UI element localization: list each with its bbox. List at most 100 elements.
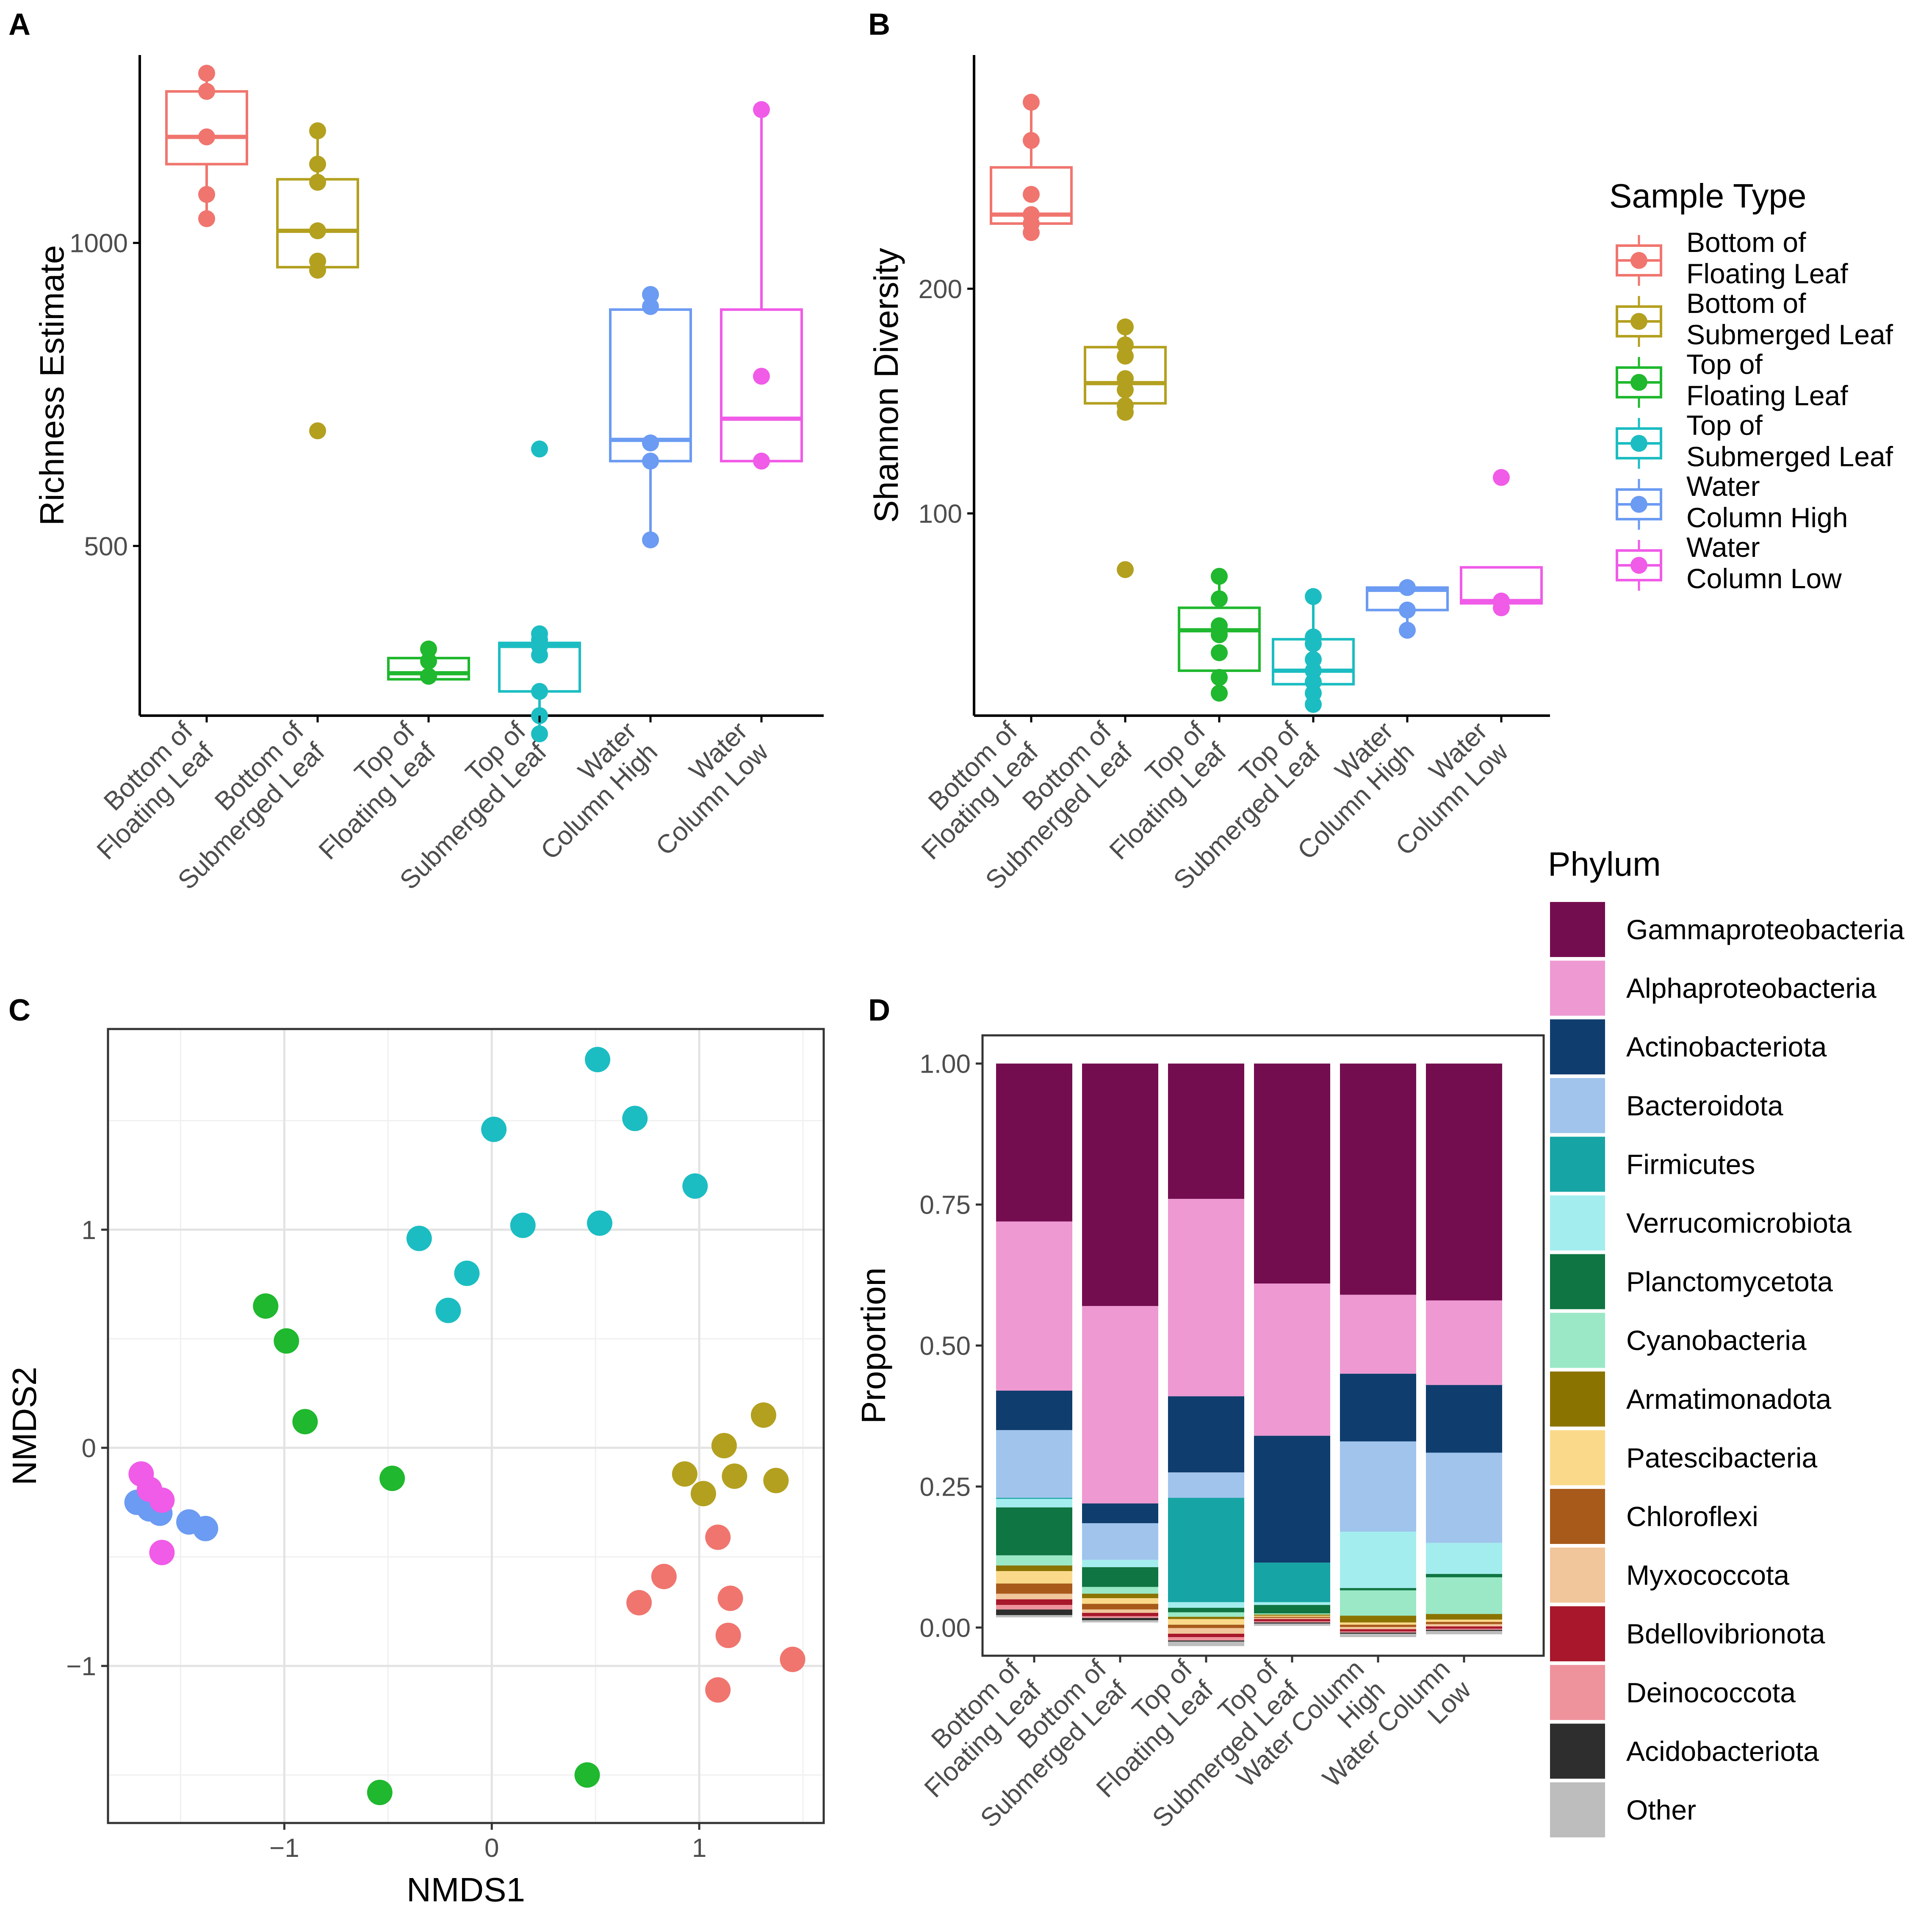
- phylum-legend-title: Phylum: [1548, 845, 1661, 883]
- legend-item-bdellovibrionota: Bdellovibrionota: [1550, 1606, 1825, 1662]
- bar-segment-other: [1168, 1641, 1244, 1646]
- legend-swatch: [1550, 1313, 1605, 1368]
- bar-segment-verrucomicrobiota: [1340, 1532, 1416, 1588]
- bar-segment-deinococcota: [1082, 1616, 1158, 1618]
- scatter-point: [780, 1646, 805, 1672]
- bar-segment-actinobacteriota: [1082, 1503, 1158, 1524]
- scatter-point: [715, 1623, 741, 1649]
- bar-segment-alphaproteobacteria: [1082, 1306, 1158, 1504]
- bar-segment-myxococcota: [1426, 1624, 1502, 1627]
- bar-segment-bdellovibrionota: [1254, 1619, 1330, 1621]
- plot-border: [107, 1028, 825, 1824]
- y-tick-label: 1.00: [919, 1050, 971, 1079]
- y-tick-label: 0.00: [919, 1613, 971, 1643]
- bar-segment-actinobacteriota: [1340, 1374, 1416, 1441]
- data-point: [1493, 599, 1510, 617]
- bar-segment-verrucomicrobiota: [1254, 1602, 1330, 1605]
- y-tick-label: 0.75: [919, 1191, 971, 1220]
- legend-item-label: Acidobacteriota: [1626, 1735, 1819, 1767]
- scatter-point: [149, 1540, 175, 1566]
- bar-segment-cyanobacteria: [996, 1555, 1072, 1566]
- legend-item-label: Bottom of: [1686, 227, 1806, 258]
- panel-label-c: C: [8, 993, 30, 1027]
- data-point: [1023, 132, 1040, 149]
- legend-key-point: [1630, 252, 1647, 269]
- y-tick-label: 0: [82, 1434, 96, 1463]
- legend-item-label: Planctomycetota: [1626, 1266, 1833, 1297]
- scatter-point: [587, 1210, 612, 1236]
- legend-swatch: [1550, 1547, 1605, 1603]
- legend-item-acidobacteriota: Acidobacteriota: [1550, 1723, 1819, 1779]
- data-point: [1211, 626, 1228, 643]
- bar-segment-planctomycetota: [1340, 1588, 1416, 1591]
- legend-item-firmicutes: Firmicutes: [1550, 1137, 1755, 1192]
- x-tick-label: 1: [692, 1834, 706, 1863]
- bar-stack: [1168, 1063, 1244, 1646]
- data-point: [1023, 185, 1040, 203]
- data-point: [1211, 568, 1228, 585]
- scatter-point: [722, 1463, 747, 1489]
- bar-segment-verrucomicrobiota: [1168, 1602, 1244, 1608]
- legend-key-point: [1630, 557, 1647, 574]
- data-point: [642, 434, 659, 451]
- bar-segment-deinococcota: [1340, 1631, 1416, 1633]
- scatter-point: [481, 1116, 507, 1142]
- bar-segment-actinobacteriota: [996, 1391, 1072, 1430]
- data-point: [531, 725, 548, 742]
- y-tick-label: 100: [919, 499, 962, 528]
- bar-stack: [1254, 1063, 1330, 1626]
- bar-segment-acidobacteriota: [1168, 1640, 1244, 1642]
- legend-swatch: [1550, 1371, 1605, 1427]
- series-top-of-submerged-leaf: [406, 1047, 708, 1323]
- data-point: [642, 452, 659, 470]
- y-axis-title: NMDS2: [6, 1367, 43, 1485]
- legend-swatch: [1550, 1254, 1605, 1309]
- legend-item-label: Submerged Leaf: [1686, 319, 1893, 350]
- bar-segment-acidobacteriota: [1082, 1618, 1158, 1621]
- legend-swatch: [1550, 1078, 1605, 1133]
- bar-segment-other: [1254, 1624, 1330, 1626]
- scatter-point: [705, 1524, 731, 1550]
- bar-segment-patescibacteria: [1168, 1619, 1244, 1625]
- data-point: [1399, 622, 1416, 639]
- y-tick-label: 200: [919, 275, 962, 304]
- legend-item-label: Bdellovibrionota: [1626, 1618, 1825, 1649]
- box-top-of-submerged-leaf: [498, 440, 581, 742]
- bar-segment-bacteroidota: [1082, 1523, 1158, 1560]
- scatter-point: [367, 1779, 393, 1805]
- data-point: [1399, 601, 1416, 619]
- legend-item-label: Deinococcota: [1626, 1677, 1796, 1708]
- legend-item-label: Myxococcota: [1626, 1560, 1789, 1591]
- y-tick-label: 0.50: [919, 1332, 971, 1361]
- bar-segment-gammaproteobacteria: [1082, 1063, 1158, 1306]
- legend-item-label: Armatimonadota: [1626, 1383, 1832, 1415]
- bar-segment-deinococcota: [1168, 1637, 1244, 1641]
- bar-segment-bacteroidota: [996, 1430, 1072, 1498]
- legend-item-label: Actinobacteriota: [1626, 1031, 1827, 1062]
- bar-segment-gammaproteobacteria: [996, 1063, 1072, 1222]
- legend-item-deinococcota: Deinococcota: [1550, 1665, 1796, 1720]
- box-water-column-low: [720, 101, 803, 470]
- data-point: [420, 640, 437, 658]
- y-axis-title: Proportion: [855, 1267, 892, 1424]
- shannon-y-axis-title: Shannon Diversity: [867, 248, 905, 523]
- legend-swatch: [1550, 902, 1605, 957]
- bar-segment-acidobacteriota: [1254, 1622, 1330, 1624]
- legend-swatch: [1550, 1195, 1605, 1250]
- bar-segment-gammaproteobacteria: [1168, 1063, 1244, 1199]
- legend-item-other: Other: [1550, 1782, 1696, 1837]
- box-water-column-low: [1460, 469, 1543, 617]
- bar-segment-acidobacteriota: [1426, 1629, 1502, 1631]
- box-bottom-of-submerged-leaf: [276, 122, 359, 440]
- bar-stack: [1426, 1063, 1502, 1635]
- scatter-point: [672, 1461, 698, 1487]
- series-bottom-of-submerged-leaf: [672, 1402, 789, 1507]
- bar-segment-bdellovibrionota: [1340, 1629, 1416, 1632]
- legend-item-label: Column High: [1686, 502, 1848, 533]
- bar-segment-actinobacteriota: [1426, 1385, 1502, 1453]
- legend-item-planctomycetota: Planctomycetota: [1550, 1254, 1833, 1309]
- data-point: [1211, 590, 1228, 608]
- bar-segment-actinobacteriota: [1254, 1436, 1330, 1563]
- data-point: [198, 64, 215, 82]
- richness-y-axis-title: Richness Estimate: [33, 245, 71, 526]
